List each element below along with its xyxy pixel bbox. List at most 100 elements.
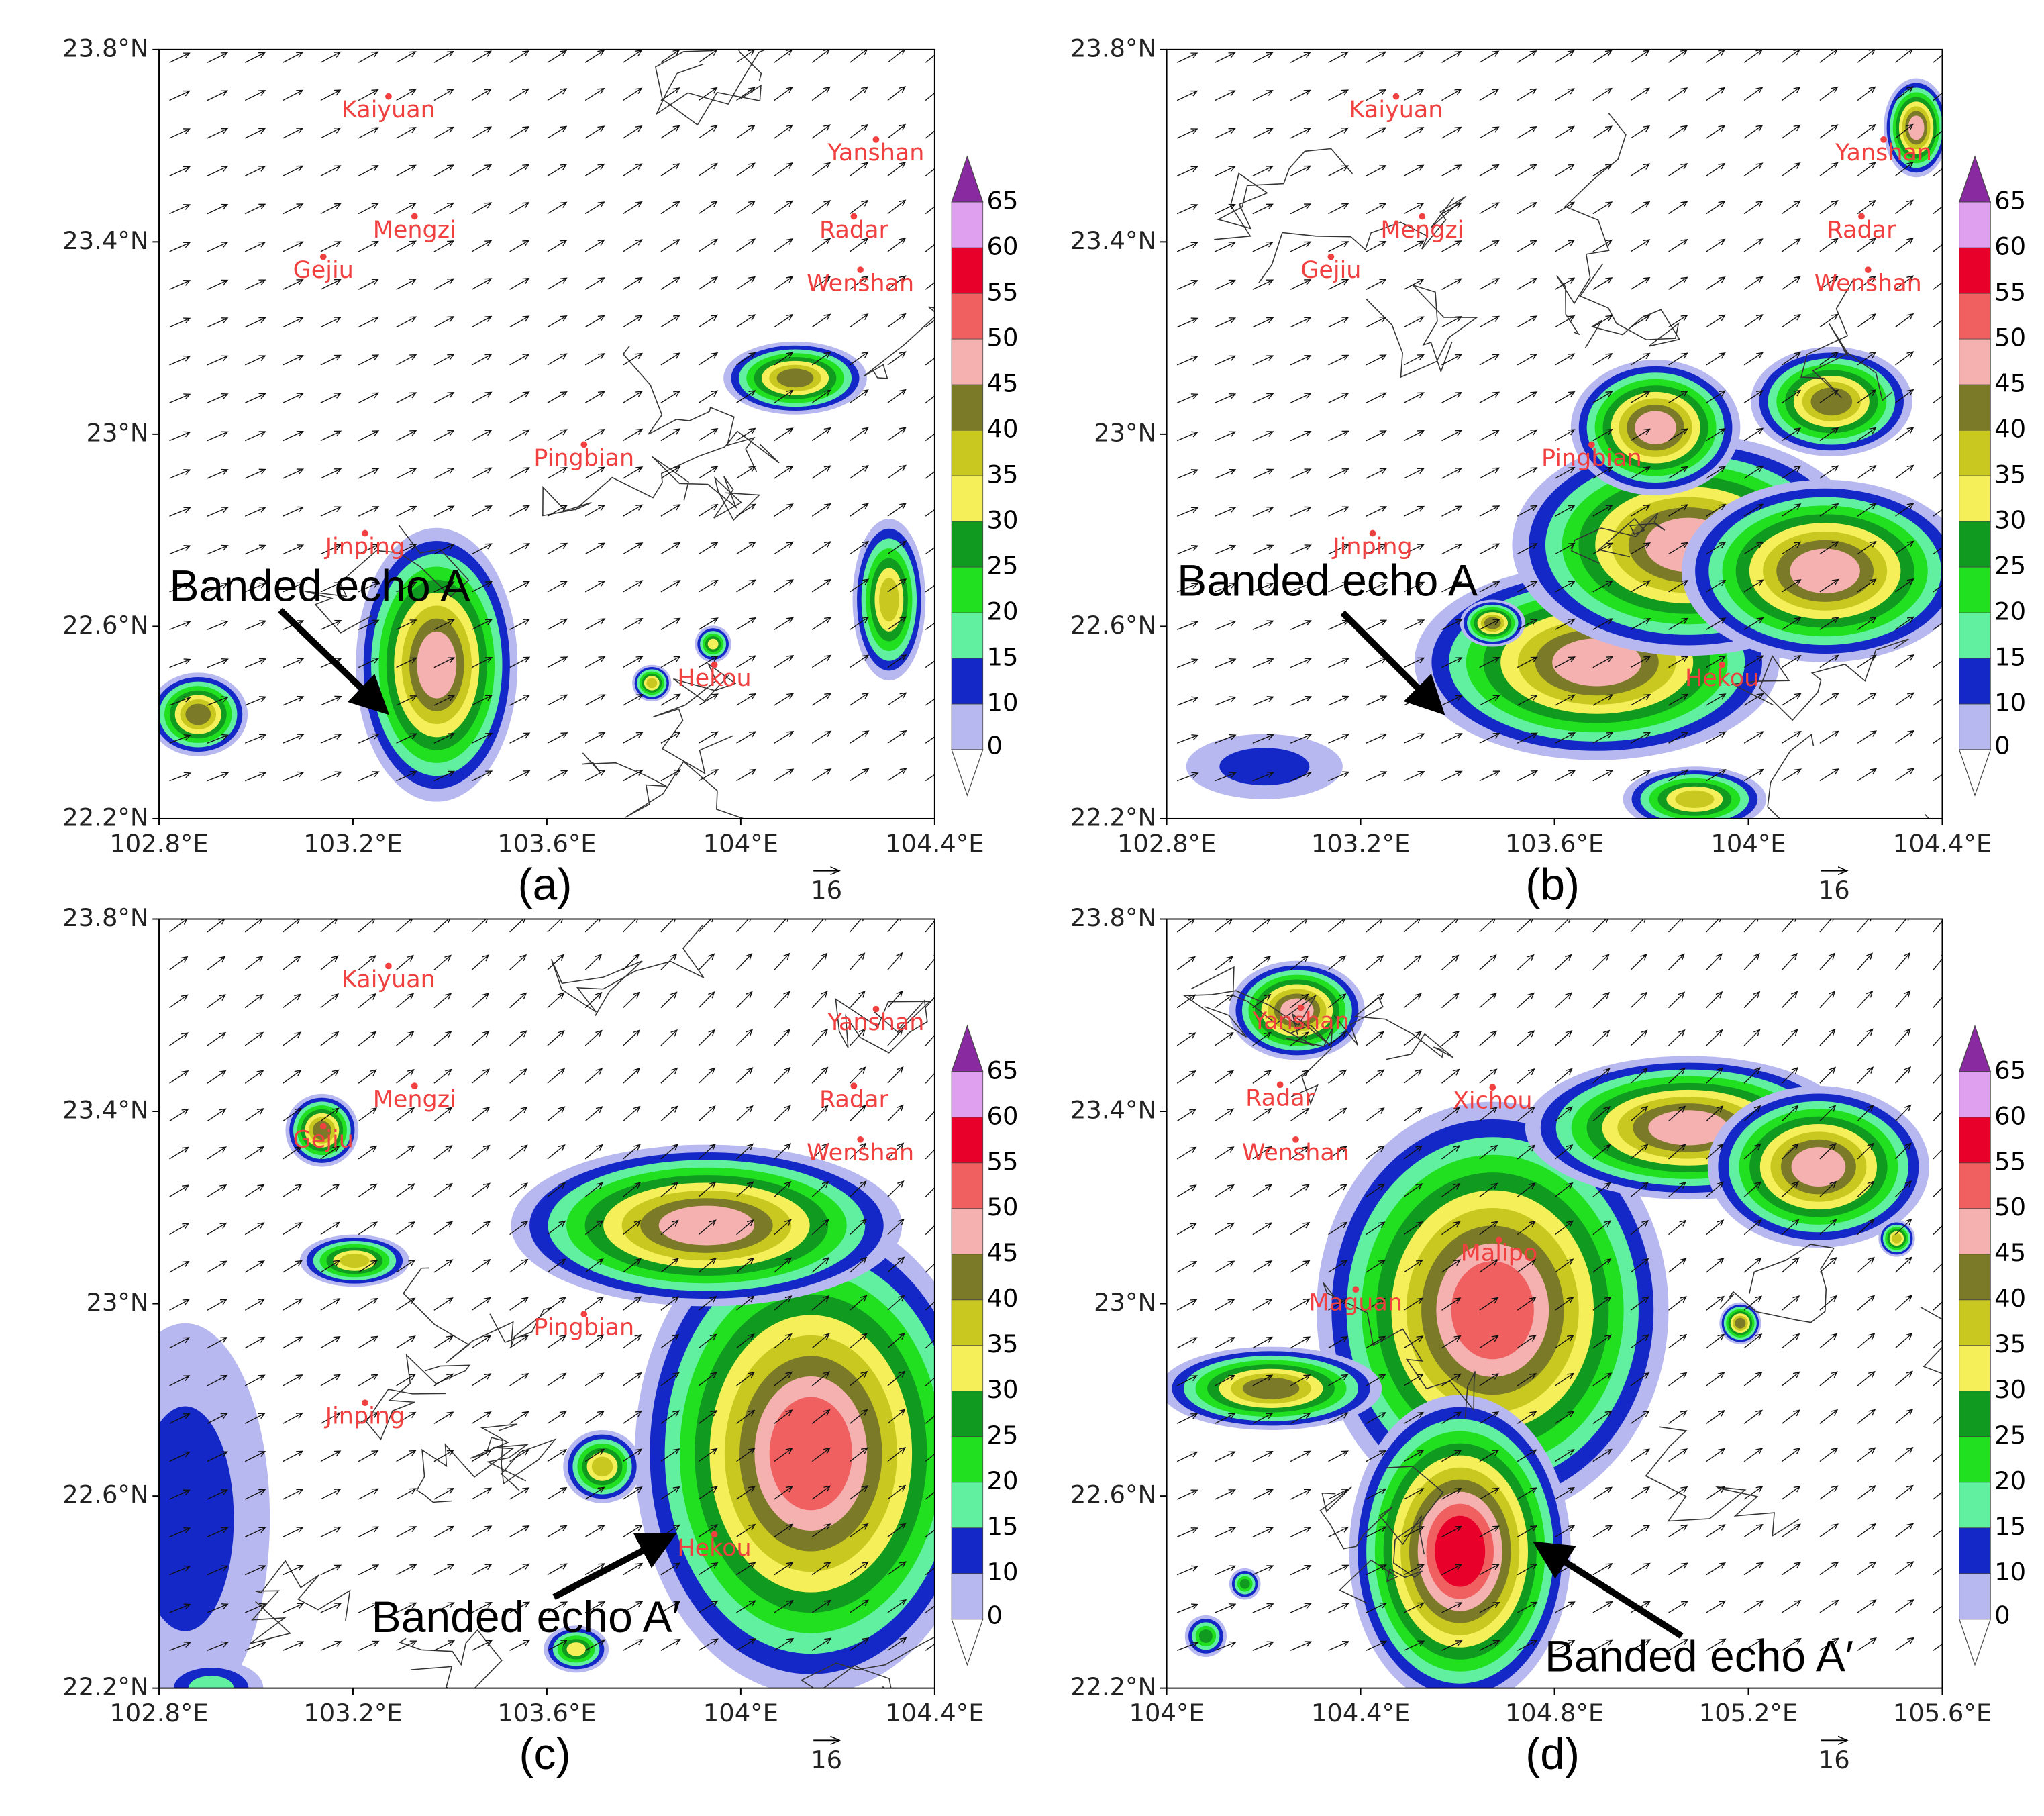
- city-marker: [1864, 266, 1872, 273]
- colorbar-label: 0: [1994, 1601, 2010, 1629]
- colorbar-label: 30: [1994, 506, 2026, 535]
- reference-vector-label: 16: [811, 876, 842, 905]
- colorbar-label: 0: [987, 1601, 1003, 1629]
- colorbar-box: [951, 201, 984, 248]
- annotation: Banded echo A′: [1545, 1631, 1853, 1680]
- city-label: Wenshan: [1815, 270, 1922, 297]
- boundary: [1800, 279, 1893, 401]
- y-tick-label: 23.8°N: [1070, 903, 1156, 932]
- colorbar-box: [1959, 1391, 1991, 1437]
- echo-contour: [1790, 548, 1860, 594]
- colorbar-label: 40: [987, 415, 1019, 444]
- y-tick-label: 22.6°N: [62, 1480, 148, 1509]
- city-label: Jinping: [1331, 534, 1412, 560]
- city-label: Radar: [1827, 217, 1897, 244]
- colorbar-label: 20: [1994, 597, 2026, 626]
- wind-vectors: [1176, 919, 1943, 1651]
- colorbar-label: 65: [1994, 187, 2026, 215]
- colorbar-box: [951, 475, 984, 522]
- x-tick-label: 103.6°E: [1505, 829, 1604, 858]
- y-tick-label: 23.8°N: [62, 903, 148, 932]
- boundary: [1258, 195, 1467, 283]
- colorbar-over: [1958, 155, 1992, 203]
- city-marker: [1858, 213, 1865, 220]
- colorbar-box: [1959, 1117, 1991, 1164]
- x-tick-label: 104.4°E: [1893, 829, 1992, 858]
- boundary: [1556, 113, 1627, 336]
- panel-label: (d): [1525, 1729, 1580, 1778]
- echo-contour: [312, 1121, 331, 1140]
- boundary: [655, 49, 767, 115]
- colorbar-box: [951, 1254, 984, 1301]
- y-tick-label: 23.4°N: [1070, 1096, 1156, 1125]
- colorbar-label: 25: [987, 552, 1019, 581]
- colorbar-label: 10: [1994, 1558, 2026, 1586]
- colorbar-box: [1959, 612, 1991, 659]
- colorbar-box: [1959, 1254, 1991, 1301]
- colorbar-label: 10: [987, 688, 1019, 717]
- colorbar-label: 35: [987, 460, 1019, 489]
- city-marker: [1489, 1084, 1496, 1091]
- echo-contour: [1552, 638, 1642, 687]
- city-label: Kaiyuan: [342, 97, 436, 123]
- echo-contour: [1908, 115, 1925, 140]
- city-marker: [411, 1082, 418, 1090]
- echo-contour: [776, 368, 814, 388]
- colorbar-label: 55: [1994, 1147, 2026, 1176]
- boundary: [403, 1267, 553, 1364]
- y-tick-label: 23.4°N: [62, 1096, 148, 1125]
- city-label: Gejiu: [293, 257, 354, 284]
- city-label: Radar: [1245, 1085, 1315, 1112]
- echo-contour: [1892, 1233, 1902, 1244]
- reference-vector-label: 16: [1819, 876, 1850, 905]
- colorbar-label: 60: [987, 1101, 1019, 1130]
- city-marker: [1392, 93, 1400, 100]
- boundary: [654, 49, 762, 126]
- x-tick-label: 104°E: [1710, 829, 1786, 858]
- colorbar-box: [1959, 201, 1991, 248]
- city-label: Yanshan: [827, 140, 924, 166]
- city-label: Xichou: [1453, 1087, 1533, 1114]
- boundary: [550, 925, 705, 1016]
- colorbar-label: 0: [987, 732, 1003, 760]
- colorbar-box: [1959, 1436, 1991, 1483]
- colorbar-box: [951, 1345, 984, 1392]
- boundary: [653, 662, 737, 775]
- colorbar-label: 65: [987, 1056, 1019, 1084]
- boundary: [470, 1423, 557, 1491]
- boundary: [1322, 1282, 1476, 1419]
- colorbar-box: [951, 1208, 984, 1255]
- city-label: Pingbian: [533, 1314, 634, 1341]
- echo-contour: [566, 1642, 586, 1656]
- city-label: Hekou: [677, 1535, 751, 1562]
- city-marker: [1276, 1081, 1284, 1089]
- colorbar-label: 15: [987, 642, 1019, 671]
- boundary: [1645, 1426, 1800, 1537]
- boundary: [622, 345, 758, 472]
- city-label: Jinping: [324, 534, 405, 560]
- boundary: [365, 1353, 471, 1441]
- colorbar-box: [951, 1299, 984, 1346]
- city-marker: [319, 253, 327, 260]
- colorbar-label: 45: [1994, 369, 2026, 398]
- colorbar-label: 40: [1994, 415, 2026, 444]
- colorbar-box: [1959, 566, 1991, 613]
- colorbar-box: [951, 247, 984, 294]
- colorbar-box: [951, 566, 984, 613]
- colorbar-box: [1959, 1482, 1991, 1529]
- x-tick-label: 102.8°E: [1117, 829, 1216, 858]
- colorbar-label: 45: [1994, 1238, 2026, 1267]
- y-tick-label: 22.2°N: [1070, 1672, 1156, 1701]
- colorbar-label: 20: [1994, 1466, 2026, 1495]
- colorbar-box: [951, 521, 984, 568]
- boundary: [1366, 285, 1479, 379]
- x-tick-label: 102.8°E: [109, 829, 208, 858]
- city-label: Wenshan: [807, 270, 914, 297]
- colorbar-box: [1959, 1299, 1991, 1346]
- colorbar-box: [951, 1117, 984, 1164]
- city-label: Radar: [819, 1087, 889, 1113]
- city-marker: [711, 661, 718, 668]
- annotation-arrow: [1533, 1541, 1684, 1640]
- city-marker: [385, 962, 392, 970]
